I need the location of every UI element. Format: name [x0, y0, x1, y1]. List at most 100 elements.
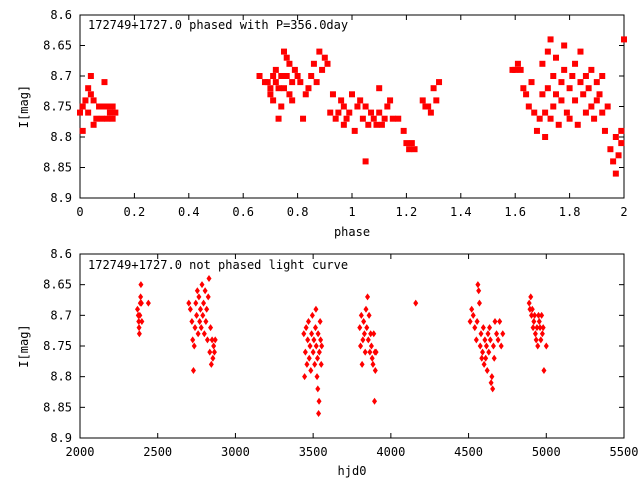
data-point: [199, 281, 205, 289]
data-point: [526, 299, 532, 307]
y-tick-label: 8.6: [50, 247, 72, 261]
data-point: [540, 324, 546, 332]
data-point: [340, 121, 347, 128]
data-point: [314, 373, 320, 381]
data-point: [547, 36, 554, 43]
data-point: [495, 336, 501, 344]
data-point: [310, 348, 316, 356]
data-point: [544, 48, 551, 55]
y-axis-label: I[mag]: [17, 85, 31, 128]
y-tick-label: 8.6: [50, 8, 72, 22]
data-point: [547, 115, 554, 122]
data-point: [523, 91, 530, 98]
x-tick-label: 2: [620, 205, 627, 219]
data-point: [302, 348, 308, 356]
data-point: [138, 299, 144, 307]
data-point: [101, 79, 108, 86]
data-point: [525, 103, 532, 110]
data-point: [289, 97, 296, 104]
data-point: [371, 330, 377, 338]
x-axis-label: phase: [334, 225, 370, 239]
data-point: [365, 121, 372, 128]
data-point: [208, 360, 214, 368]
data-point: [359, 115, 366, 122]
data-point: [305, 336, 311, 344]
x-tick-label: 5500: [610, 445, 639, 459]
data-point: [316, 348, 322, 356]
data-point: [467, 317, 473, 325]
data-point: [498, 342, 504, 350]
data-point: [362, 158, 369, 165]
y-tick-label: 8.85: [43, 161, 72, 175]
data-point: [319, 342, 325, 350]
data-point: [487, 336, 493, 344]
data-point: [368, 342, 374, 350]
data-point: [487, 324, 493, 332]
data-point: [376, 85, 383, 92]
data-point: [480, 324, 486, 332]
data-point: [201, 330, 207, 338]
data-point: [537, 324, 543, 332]
data-point: [309, 311, 315, 319]
data-point: [206, 275, 212, 283]
data-point: [561, 42, 568, 49]
data-point: [486, 348, 492, 356]
data-point: [494, 330, 500, 338]
data-point: [267, 91, 274, 98]
data-point: [343, 115, 350, 122]
y-tick-label: 8.65: [43, 278, 72, 292]
x-tick-label: 1: [348, 205, 355, 219]
data-point: [208, 324, 214, 332]
data-point: [572, 97, 579, 104]
data-point: [531, 317, 537, 325]
data-point: [324, 60, 331, 67]
data-point: [472, 324, 478, 332]
y-tick-label: 8.9: [50, 191, 72, 205]
data-point: [139, 317, 145, 325]
data-point: [317, 317, 323, 325]
data-point: [281, 48, 287, 55]
data-point: [529, 311, 535, 319]
data-point: [470, 311, 476, 319]
data-point: [316, 409, 322, 417]
data-point: [489, 373, 495, 381]
data-point: [372, 397, 378, 405]
data-point: [483, 342, 489, 350]
data-point: [211, 342, 217, 350]
data-point: [327, 109, 334, 116]
data-point: [381, 115, 388, 122]
data-point: [427, 109, 434, 116]
data-point: [400, 127, 407, 134]
data-point: [106, 109, 113, 116]
data-point: [194, 311, 200, 319]
data-point: [361, 330, 367, 338]
data-point: [532, 330, 538, 338]
data-point: [329, 91, 336, 98]
data-point: [582, 109, 589, 116]
data-point: [359, 360, 365, 368]
data-point: [566, 115, 573, 122]
data-point: [436, 79, 443, 86]
data-point: [406, 146, 413, 153]
data-point: [541, 367, 547, 375]
data-point: [136, 317, 142, 325]
data-point: [358, 311, 364, 319]
data-point: [536, 317, 542, 325]
data-point: [362, 103, 369, 110]
y-tick-label: 8.9: [50, 431, 72, 445]
data-point: [138, 281, 144, 289]
data-point: [490, 342, 496, 350]
data-point: [533, 127, 540, 134]
data-point: [538, 336, 544, 344]
data-point: [312, 324, 318, 332]
data-point: [535, 342, 541, 350]
data-point: [593, 97, 600, 104]
data-point: [138, 293, 144, 301]
data-point: [316, 397, 322, 405]
data-point: [200, 311, 206, 319]
data-point: [332, 115, 339, 122]
data-point: [302, 91, 309, 98]
data-point: [305, 85, 312, 92]
x-tick-label: 1.2: [396, 205, 418, 219]
data-point: [469, 305, 475, 313]
